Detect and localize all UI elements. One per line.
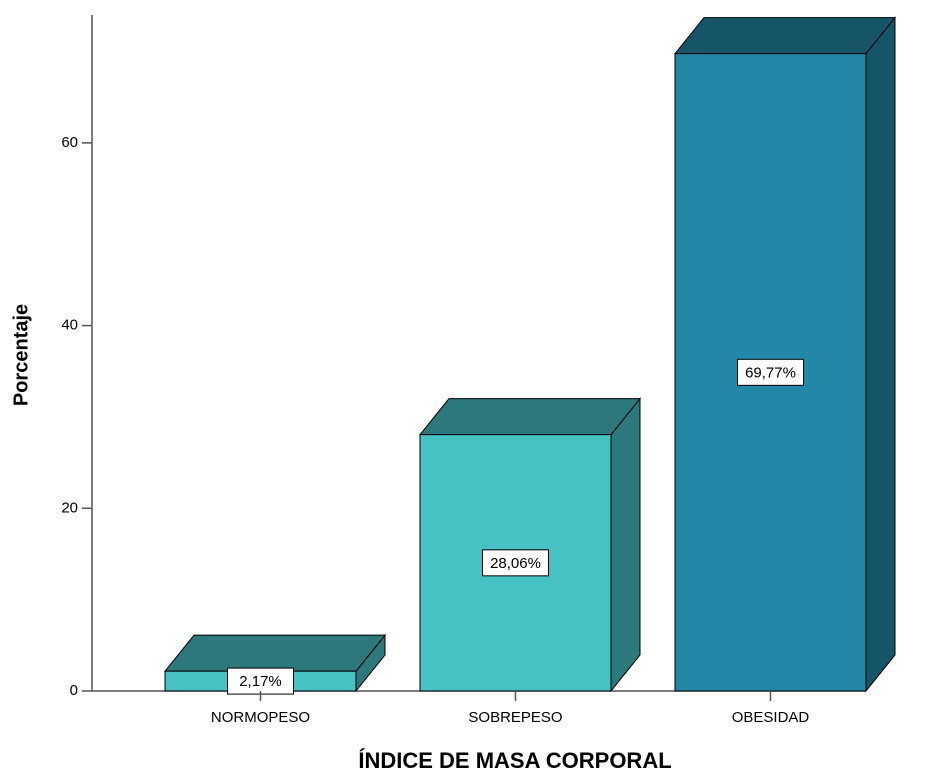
y-tick-label: 40 [61,317,78,334]
bar-side [865,16,896,693]
bar-top [673,17,897,55]
x-tick-label: OBESIDAD [732,709,810,726]
value-label: 2,17% [239,673,282,690]
bar [418,397,642,693]
bar-side [610,397,641,693]
x-axis-title: ÍNDICE DE MASA CORPORAL [358,748,671,773]
value-label: 28,06% [490,555,541,572]
x-tick-label: SOBREPESO [468,709,562,726]
bar-top [163,634,387,672]
bar-top [418,398,642,436]
y-tick-label: 60 [61,134,78,151]
value-label-box [227,667,294,695]
y-tick-label: 0 [70,682,78,699]
value-label: 69,77% [745,364,796,381]
value-label-box [737,358,804,386]
y-tick-label: 20 [61,499,78,516]
bar [673,16,897,693]
y-axis-title: Porcentaje [10,304,32,406]
x-tick-label: NORMOPESO [211,709,310,726]
value-label-box [482,549,549,577]
